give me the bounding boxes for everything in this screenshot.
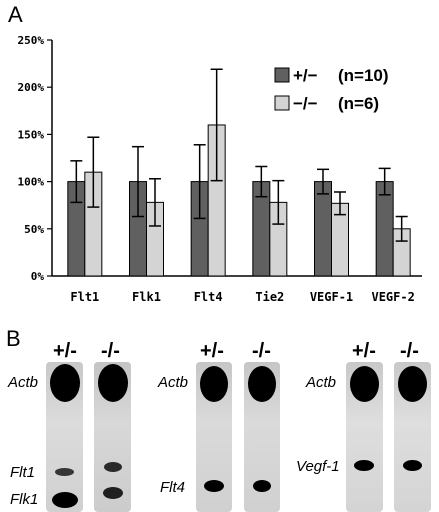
y-tick-label: 0% — [31, 270, 45, 283]
gene-label: Vegf-1 — [296, 458, 340, 475]
gene-label: Flt4 — [160, 479, 186, 496]
x-tick-label: Flk1 — [132, 290, 161, 304]
genotype-label: -/- — [252, 340, 271, 362]
gene-label: Actb — [158, 374, 189, 391]
genotype-label: +/- — [352, 340, 376, 362]
blot-lane — [196, 362, 232, 512]
gene-label: Actb — [8, 374, 39, 391]
y-tick-label: 150% — [18, 128, 45, 141]
panel-b-label: B — [6, 326, 21, 351]
bar-chart: 0% 50% 100% 150% 200% 250% Flt1 Flk1 Flt4 Tie2 VEG… — [18, 34, 422, 304]
blot-lane — [94, 362, 131, 512]
x-tick-label: VEGF-1 — [310, 290, 353, 304]
bar — [314, 181, 332, 277]
blot-lane — [394, 362, 431, 512]
blot-lane — [244, 362, 280, 512]
legend-label: −/− — [293, 94, 318, 113]
genotype-label: +/- — [200, 340, 224, 362]
y-tick-label: 200% — [18, 81, 45, 94]
legend-swatch — [274, 95, 290, 111]
legend-n: (n=6) — [338, 94, 379, 113]
x-tick-label: VEGF-2 — [371, 290, 414, 304]
genotype-label: +/- — [53, 340, 77, 362]
panel-a-label: A — [8, 2, 23, 27]
y-tick-label: 50% — [24, 223, 44, 236]
gene-label: Flt1 — [10, 464, 36, 481]
y-tick-label: 250% — [18, 34, 45, 47]
legend-label: +/− — [293, 66, 318, 85]
legend-swatch — [274, 67, 290, 83]
genotype-label: -/- — [101, 340, 120, 362]
x-tick-label: Flt4 — [194, 290, 223, 304]
bar — [375, 181, 394, 277]
genotype-label: -/- — [400, 340, 419, 362]
x-tick-label: Flt1 — [70, 290, 99, 304]
x-tick-label: Tie2 — [255, 290, 284, 304]
legend-n: (n=10) — [338, 66, 389, 85]
y-tick-label: 100% — [18, 176, 45, 189]
gene-label: Actb — [306, 374, 337, 391]
blot-lane — [46, 362, 83, 512]
blot-lane — [346, 362, 383, 512]
gene-label: Flk1 — [10, 491, 39, 508]
